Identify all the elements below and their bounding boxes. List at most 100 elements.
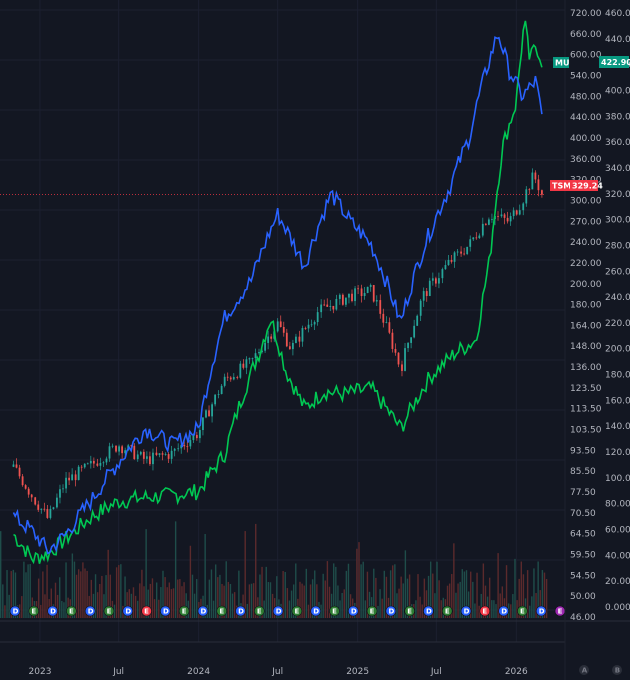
event-marker[interactable] <box>347 605 359 617</box>
volume-bar <box>347 563 350 618</box>
tsm-candle-body <box>96 463 99 466</box>
event-marker[interactable] <box>254 605 265 617</box>
y-tick-label-secondary: 200.00 <box>605 345 630 355</box>
event-marker[interactable] <box>197 605 209 617</box>
tsm-candle-body <box>155 452 158 455</box>
tsm-candle-body <box>74 474 77 481</box>
event-marker[interactable] <box>441 605 453 617</box>
volume-bar <box>56 594 59 618</box>
tsm-candle-body <box>164 454 167 455</box>
tsm-candle-body <box>186 446 189 448</box>
volume-bar <box>0 531 2 618</box>
volume-bar <box>271 593 274 618</box>
event-marker-label: D <box>238 608 244 616</box>
y-tick-label-primary: 46.00 <box>570 613 596 623</box>
event-marker[interactable] <box>141 605 152 617</box>
mu-value-badge <box>599 56 629 68</box>
event-marker[interactable] <box>122 605 134 617</box>
y-tick-label-secondary: 460.00 <box>605 9 630 19</box>
tsm-candle-body <box>118 446 120 452</box>
event-marker[interactable] <box>404 605 415 617</box>
volume-bar <box>139 583 141 618</box>
volume-bar <box>529 605 531 618</box>
event-marker[interactable] <box>28 605 40 617</box>
tsm-candle-body <box>111 445 114 447</box>
volume-bar <box>189 545 192 618</box>
event-marker[interactable] <box>160 605 171 617</box>
event-marker[interactable] <box>235 605 246 617</box>
tsm-candle-body <box>205 410 207 418</box>
tsm-candle-body <box>441 269 444 279</box>
event-marker[interactable] <box>66 605 77 617</box>
tsm-candle-body <box>68 477 70 481</box>
event-marker[interactable] <box>84 605 96 617</box>
tsm-candle-body <box>279 321 282 328</box>
tsm-candle-body <box>407 342 409 349</box>
event-marker[interactable] <box>272 605 284 617</box>
blue-line <box>12 36 543 555</box>
volume-bar <box>425 590 428 618</box>
event-marker[interactable] <box>517 605 528 617</box>
volume-bar <box>12 569 15 618</box>
volume-bar <box>482 563 485 618</box>
volume-bar <box>366 571 369 618</box>
event-marker[interactable] <box>291 605 303 617</box>
volume-bar <box>543 572 546 618</box>
volume-bar <box>225 561 227 618</box>
tsm-candle-body <box>52 507 55 509</box>
volume-bar <box>185 593 187 618</box>
event-marker[interactable] <box>329 605 340 617</box>
event-marker[interactable] <box>479 605 491 617</box>
tsm-candle-body <box>428 280 431 297</box>
footer-buttons[interactable]: A B <box>579 665 622 675</box>
event-marker[interactable] <box>216 605 228 617</box>
y-tick-label-primary: 93.50 <box>570 446 596 456</box>
volume-bar <box>295 563 297 618</box>
event-marker-label: D <box>163 608 169 616</box>
tsm-candle-body <box>329 305 332 307</box>
tsm-candle-body <box>152 452 154 465</box>
tsm-candle-body <box>537 179 540 191</box>
tsm-candle-body <box>139 451 142 455</box>
volume-bar <box>255 523 257 618</box>
volume-bar <box>109 574 111 618</box>
volume-bar <box>99 584 101 618</box>
event-marker-label: D <box>276 608 282 616</box>
event-marker[interactable] <box>178 605 190 617</box>
event-marker[interactable] <box>385 605 397 617</box>
event-marker[interactable] <box>310 605 321 617</box>
event-marker[interactable] <box>423 605 434 617</box>
y-tick-label-primary: 64.50 <box>570 530 596 540</box>
volume-bar <box>440 600 442 618</box>
volume-bar <box>495 604 497 618</box>
volume-bar <box>356 548 358 618</box>
footer-button-a[interactable] <box>579 665 589 675</box>
event-marker[interactable] <box>103 605 115 617</box>
event-marker[interactable] <box>9 605 21 617</box>
event-marker[interactable] <box>460 605 472 617</box>
event-marker[interactable] <box>535 605 547 617</box>
volume-bar <box>162 570 164 618</box>
volume-bar <box>168 582 171 618</box>
tsm-candle-body <box>388 322 391 333</box>
y-tick-label-primary: 59.50 <box>570 551 596 561</box>
event-marker-label: E <box>407 608 412 616</box>
footer-button-b[interactable] <box>612 665 622 675</box>
volume-bar <box>373 568 375 618</box>
tsm-candle-body <box>71 474 74 481</box>
tsm-candle-body <box>77 466 80 481</box>
volume-bar <box>71 553 74 618</box>
event-marker[interactable] <box>366 605 378 617</box>
tsm-candle-body <box>310 324 313 326</box>
tsm-candle-body <box>12 464 15 467</box>
tsm-candle-body <box>108 446 111 459</box>
volume-bar <box>141 569 143 618</box>
event-marker[interactable] <box>47 605 58 617</box>
event-marker[interactable] <box>498 605 509 617</box>
y-tick-label-secondary: 0.0000 <box>605 603 630 613</box>
y-tick-label-primary: 440.00 <box>570 113 602 123</box>
volume-bar <box>368 591 371 618</box>
volume-bar <box>126 592 128 618</box>
